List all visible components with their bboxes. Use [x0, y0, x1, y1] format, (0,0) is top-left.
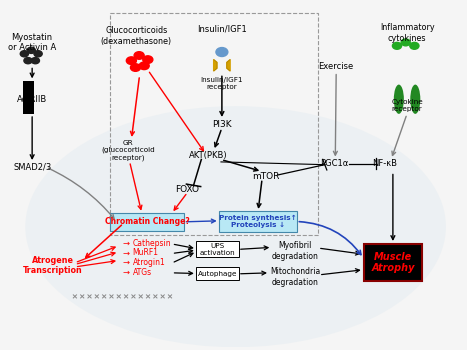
Circle shape — [130, 64, 141, 71]
Text: MuRF1: MuRF1 — [133, 248, 159, 257]
Polygon shape — [227, 60, 230, 71]
Text: PGC1α: PGC1α — [320, 160, 348, 168]
Text: Exercise: Exercise — [318, 62, 354, 71]
Ellipse shape — [394, 85, 404, 114]
Text: Atrogin1: Atrogin1 — [133, 258, 165, 267]
Text: →: → — [122, 239, 129, 248]
Circle shape — [31, 57, 39, 64]
FancyBboxPatch shape — [110, 213, 184, 231]
Text: ActRIIB: ActRIIB — [17, 95, 47, 104]
Text: NF-κB: NF-κB — [372, 160, 396, 168]
Polygon shape — [214, 60, 217, 71]
Text: Inflammatory
cytokines: Inflammatory cytokines — [380, 23, 434, 43]
Circle shape — [392, 42, 402, 49]
Bar — [364, 244, 422, 281]
Text: Mitochondria
degradation: Mitochondria degradation — [270, 267, 320, 287]
Text: Autophage: Autophage — [198, 271, 237, 277]
Text: UPS
activation: UPS activation — [199, 243, 235, 256]
Circle shape — [24, 57, 32, 64]
Text: Myostatin
or Activin A: Myostatin or Activin A — [8, 33, 56, 52]
Circle shape — [20, 51, 28, 57]
Text: →: → — [122, 248, 129, 257]
Circle shape — [139, 62, 149, 70]
Text: Myofibril
degradation: Myofibril degradation — [272, 241, 318, 260]
Text: PI3K: PI3K — [212, 120, 232, 129]
Text: Glucocorticoids
(dexamethasone): Glucocorticoids (dexamethasone) — [101, 26, 172, 46]
Ellipse shape — [25, 106, 446, 347]
Text: Insulin/IGF1
receptor: Insulin/IGF1 receptor — [201, 77, 243, 90]
Circle shape — [401, 39, 410, 46]
Text: ATGs: ATGs — [133, 268, 152, 276]
Text: FOXO: FOXO — [176, 186, 199, 194]
Text: GR
(glucocorticoid
receptor): GR (glucocorticoid receptor) — [101, 140, 155, 161]
Circle shape — [127, 57, 136, 64]
Text: →: → — [122, 258, 129, 267]
Circle shape — [143, 56, 153, 63]
Text: mTOR: mTOR — [252, 172, 279, 181]
Text: →: → — [122, 268, 129, 276]
Text: Protein synthesis↑
Proteolysis ↓: Protein synthesis↑ Proteolysis ↓ — [219, 215, 297, 228]
Circle shape — [134, 52, 144, 59]
Circle shape — [216, 48, 228, 56]
Text: Insulin/IGF1: Insulin/IGF1 — [197, 24, 247, 33]
Text: AKT(PKB): AKT(PKB) — [189, 151, 227, 160]
Ellipse shape — [410, 85, 420, 114]
FancyBboxPatch shape — [196, 267, 239, 280]
FancyBboxPatch shape — [196, 241, 239, 257]
Bar — [23, 81, 34, 114]
FancyBboxPatch shape — [219, 211, 297, 232]
Text: Muscle
Atrophy: Muscle Atrophy — [371, 252, 415, 273]
Text: Chromatin Change?: Chromatin Change? — [105, 217, 190, 226]
Circle shape — [27, 47, 35, 54]
Text: Cathepsin: Cathepsin — [133, 239, 171, 248]
Text: Cytokine
receptor: Cytokine receptor — [391, 99, 423, 112]
Circle shape — [34, 51, 42, 57]
Circle shape — [410, 42, 419, 49]
Text: SMAD2/3: SMAD2/3 — [13, 163, 51, 172]
Text: Atrogene
Transcription: Atrogene Transcription — [23, 256, 83, 275]
